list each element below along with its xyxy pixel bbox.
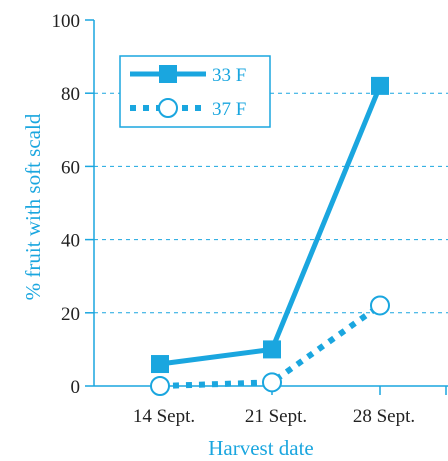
y-ticks: 0 20 40 60 80 100 — [52, 11, 94, 398]
x-tick-label: 28 Sept. — [353, 406, 415, 427]
data-point-square — [371, 76, 389, 95]
legend-marker-square — [159, 65, 177, 83]
y-tick-label: 40 — [61, 231, 80, 252]
y-axis-label: % fruit with soft scald — [21, 113, 45, 300]
x-tick-label: 14 Sept. — [133, 406, 195, 427]
data-point-square — [263, 340, 281, 359]
legend-label: 33 F — [212, 65, 246, 86]
data-point-square — [151, 355, 169, 374]
data-point-circle — [150, 376, 170, 396]
y-tick-label: 60 — [61, 157, 80, 178]
x-tick-label: 21 Sept. — [245, 406, 307, 427]
y-tick-label: 80 — [61, 84, 80, 105]
series-line-2 — [159, 303, 382, 389]
legend: 33 F 37 F — [119, 55, 271, 128]
y-tick-label: 20 — [61, 304, 80, 325]
legend-box — [119, 55, 271, 128]
y-tick-label: 0 — [71, 377, 81, 398]
legend-marker-circle — [158, 98, 178, 118]
legend-label: 37 F — [212, 99, 246, 120]
y-tick-label: 100 — [52, 11, 81, 32]
x-axis-label: Harvest date — [208, 436, 314, 460]
x-ticks: 14 Sept. 21 Sept. 28 Sept. — [133, 386, 447, 427]
data-point-circle — [370, 295, 390, 316]
series-lines — [150, 76, 390, 396]
data-point-circle — [262, 372, 282, 393]
